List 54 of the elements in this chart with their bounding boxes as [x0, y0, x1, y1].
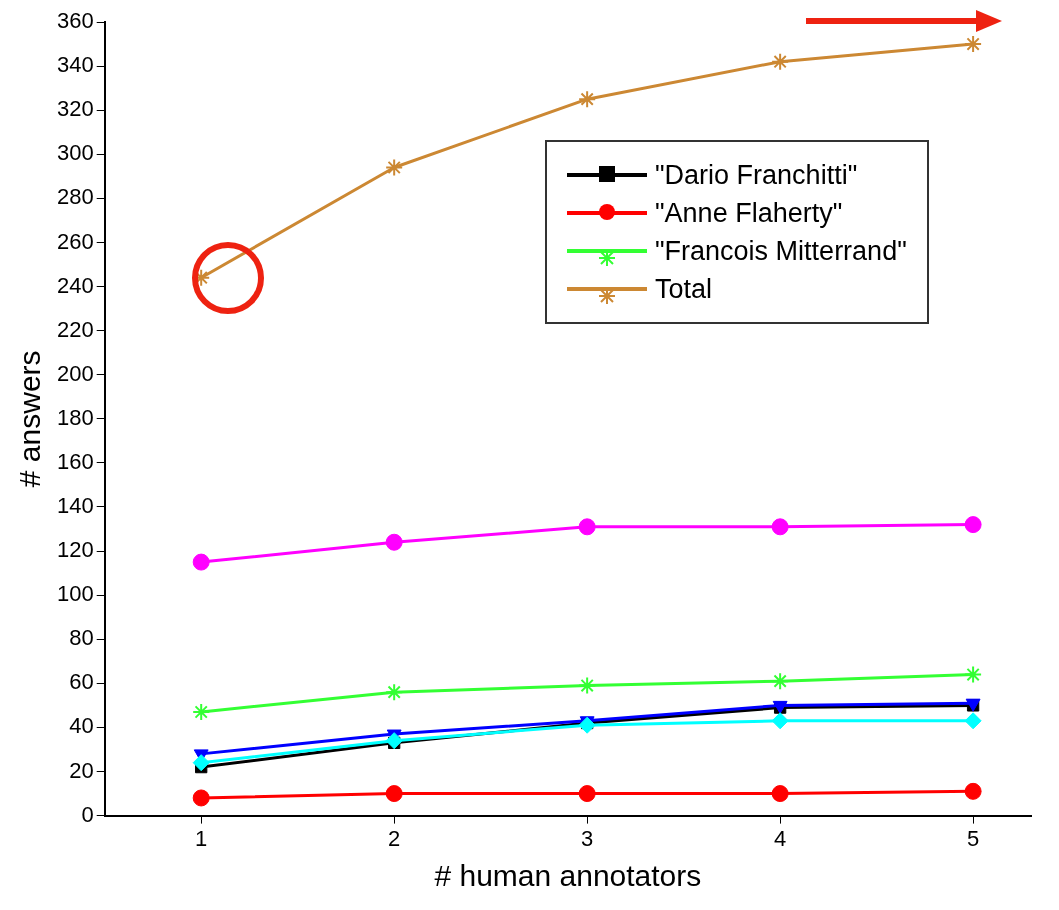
point — [771, 518, 789, 536]
x-tick-label: 5 — [966, 825, 980, 851]
x-tick-label: 3 — [581, 825, 594, 851]
point — [964, 516, 982, 534]
y-tick-label: 140 — [56, 493, 94, 519]
point — [964, 35, 983, 54]
point — [385, 158, 404, 177]
y-tick-label: 160 — [56, 448, 94, 474]
point — [578, 785, 596, 803]
x-tick-label: 2 — [388, 825, 401, 851]
y-tick-label: 80 — [69, 625, 94, 651]
legend-label: "Francois Mitterrand" — [655, 235, 907, 267]
y-tick-label: 360 — [56, 8, 94, 34]
y-tick-label: 180 — [56, 404, 94, 430]
x-axis-title: # human annotators — [434, 859, 702, 893]
point — [964, 712, 982, 730]
y-tick-label: 240 — [56, 272, 94, 298]
y-tick-label: 220 — [56, 316, 94, 342]
y-tick-label: 200 — [56, 360, 94, 386]
y-tick-label: 280 — [56, 184, 94, 210]
y-tick-label: 340 — [56, 52, 94, 78]
point — [385, 785, 403, 803]
y-tick-label: 100 — [56, 581, 94, 607]
y-tick-label: 260 — [56, 228, 94, 254]
point — [578, 676, 597, 695]
y-axis-title: # answers — [13, 350, 47, 488]
point — [771, 712, 789, 730]
y-tick-label: 20 — [69, 757, 94, 783]
y-tick-label: 320 — [56, 96, 94, 122]
legend-label: "Dario Franchitti" — [655, 159, 858, 191]
point — [578, 90, 597, 109]
point — [578, 518, 596, 536]
y-tick-label: 0 — [81, 801, 94, 827]
point — [385, 732, 403, 750]
y-tick-label: 40 — [69, 713, 94, 739]
point — [771, 785, 789, 803]
x-tick-label: 4 — [774, 825, 787, 851]
legend-label: "Anne Flaherty" — [655, 197, 843, 229]
point — [578, 716, 596, 734]
point — [964, 782, 982, 800]
point — [964, 665, 983, 684]
y-tick-label: 300 — [56, 140, 94, 166]
point — [192, 754, 210, 772]
point — [385, 683, 404, 702]
y-tick-label: 60 — [69, 669, 94, 695]
point — [771, 672, 790, 691]
legend-label: Total — [655, 273, 713, 305]
point — [192, 789, 210, 807]
x-tick-label: 1 — [195, 825, 208, 851]
point — [385, 533, 403, 551]
point — [192, 702, 211, 721]
point — [771, 52, 790, 71]
point — [192, 553, 210, 571]
y-tick-label: 120 — [56, 537, 94, 563]
